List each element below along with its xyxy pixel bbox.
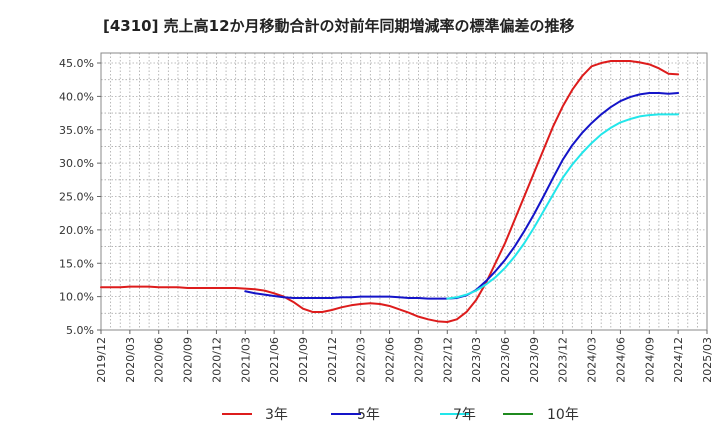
y-tick-label: 35.0%	[59, 124, 94, 137]
y-axis-ticks: 5.0% 10.0% 15.0% 20.0% 25.0% 30.0% 35.0% 40.0% 4…	[59, 57, 101, 337]
series-line-3年	[100, 60, 680, 323]
x-tick-label: 2024/03	[586, 337, 599, 383]
x-tick-label: 2021/06	[268, 337, 281, 383]
y-tick-label: 5.0%	[66, 324, 94, 337]
series-lines	[100, 60, 680, 323]
x-tick-label: 2020/06	[153, 337, 166, 383]
legend: 3年 5年 7年 10年	[222, 407, 579, 423]
y-tick-label: 30.0%	[59, 157, 94, 170]
y-tick-label: 45.0%	[59, 57, 94, 70]
x-tick-label: 2022/06	[384, 337, 397, 383]
x-tick-label: 2021/09	[297, 337, 310, 383]
x-tick-label: 2025/03	[701, 337, 714, 383]
x-tick-label: 2023/03	[470, 337, 483, 383]
x-tick-label: 2019/12	[95, 337, 108, 383]
y-tick-label: 40.0%	[59, 90, 94, 103]
x-tick-label: 2024/12	[672, 337, 685, 383]
chart-title: [4310] 売上高12か月移動合計の対前年同期増減率の標準偏差の推移	[103, 17, 575, 35]
y-tick-label: 25.0%	[59, 191, 94, 204]
x-tick-label: 2023/06	[499, 337, 512, 383]
y-tick-label: 20.0%	[59, 224, 94, 237]
legend-label-7年: 7年	[453, 407, 476, 423]
legend-label-3年: 3年	[265, 407, 288, 423]
x-tick-label: 2022/12	[441, 337, 454, 383]
x-tick-label: 2021/12	[326, 337, 339, 383]
y-tick-label: 15.0%	[59, 257, 94, 270]
legend-label-10年: 10年	[547, 407, 579, 423]
x-tick-label: 2022/09	[412, 337, 425, 383]
y-tick-label: 10.0%	[59, 291, 94, 304]
series-line-7年	[446, 113, 680, 300]
plot-frame	[100, 52, 708, 331]
x-tick-label: 2022/03	[355, 337, 368, 383]
x-tick-label: 2023/12	[557, 337, 570, 383]
x-tick-label: 2020/09	[182, 337, 195, 383]
x-tick-label: 2024/09	[643, 337, 656, 383]
x-tick-label: 2020/03	[124, 337, 137, 383]
x-tick-label: 2024/06	[614, 337, 627, 383]
x-tick-label: 2023/09	[528, 337, 541, 383]
x-tick-label: 2020/12	[210, 337, 223, 383]
series-line-5年	[244, 92, 680, 300]
x-axis-ticks: 2019/12 2020/03 2020/06 2020/09 2020/12 2021/…	[95, 330, 714, 383]
grid	[100, 53, 708, 331]
legend-label-5年: 5年	[357, 407, 380, 423]
x-tick-label: 2021/03	[239, 337, 252, 383]
